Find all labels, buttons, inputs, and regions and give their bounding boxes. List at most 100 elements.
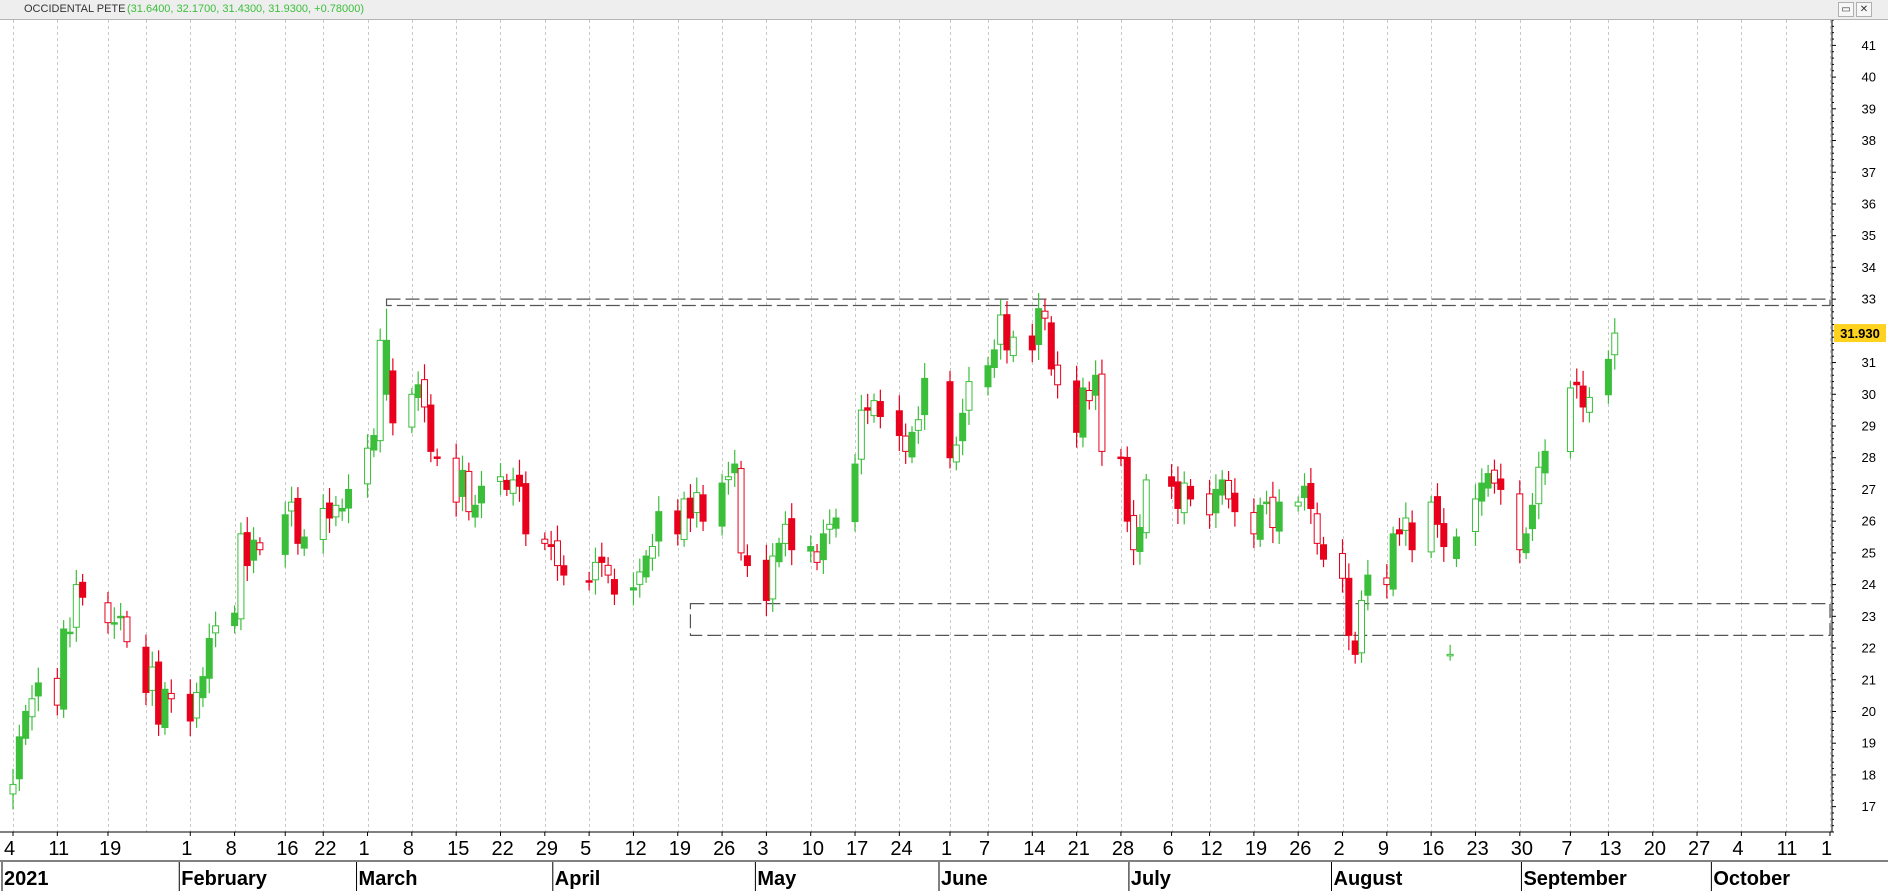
x-tick-label: 30: [1511, 838, 1533, 860]
candle-body: [946, 381, 954, 459]
candle-body: [1028, 335, 1036, 351]
x-tick-label: 3: [757, 838, 768, 860]
range-box: [385, 298, 1831, 307]
candle-body: [990, 349, 998, 368]
candle-body: [414, 384, 422, 398]
candle-body: [1433, 496, 1441, 525]
candle-body: [876, 401, 884, 417]
candle-body: [674, 510, 682, 535]
candle-body: [250, 539, 258, 561]
candle-body: [851, 463, 859, 523]
candle-body: [997, 314, 1005, 345]
candlestick-chart: 1718192021222324252627282930313233343536…: [0, 20, 1888, 891]
x-tick-label: 9: [1378, 838, 1389, 860]
candle-body: [1225, 479, 1233, 500]
candle-body: [1383, 577, 1391, 586]
candle-body: [72, 584, 80, 628]
candle-body: [1256, 504, 1264, 540]
candle-body: [781, 523, 789, 544]
y-tick-label: 34: [1862, 260, 1876, 275]
y-tick-label: 40: [1862, 70, 1876, 85]
candle-body: [857, 409, 865, 460]
candle-body: [389, 370, 397, 424]
x-tick-label: 12: [1201, 838, 1223, 860]
candle-body: [598, 556, 606, 563]
y-axis: 1718192021222324252627282930313233343536…: [1832, 20, 1876, 833]
candle-body: [319, 507, 327, 540]
candle-body: [775, 542, 783, 563]
candle-body: [1395, 529, 1403, 535]
close-window-button[interactable]: ✕: [1856, 2, 1872, 17]
month-label: July: [1131, 868, 1172, 890]
candle-body: [1566, 387, 1574, 453]
x-tick-label: 22: [314, 838, 336, 860]
candle-body: [1585, 396, 1593, 413]
candle-body: [1085, 389, 1093, 402]
y-tick-label: 27: [1862, 482, 1876, 497]
candle-body: [1035, 308, 1043, 345]
candle-body: [294, 497, 302, 544]
candle-body: [1535, 466, 1543, 505]
candle-body: [1301, 485, 1309, 499]
y-tick-label: 28: [1862, 450, 1876, 465]
candle-body: [591, 561, 599, 581]
candle-body: [1351, 640, 1359, 655]
candle-body: [338, 507, 346, 512]
candle-body: [788, 518, 796, 551]
candle-body: [1294, 501, 1302, 507]
candle-body: [1231, 492, 1239, 513]
x-axis: 4 11 19 1 8 16 22 1 8 15 22 29 5 12 19 26 3 10 17 24 1 7 14 21 2…: [1, 832, 1832, 891]
candle-body: [807, 546, 815, 552]
candle-body: [743, 555, 751, 567]
candle-body: [731, 463, 739, 474]
candle-body: [914, 419, 922, 431]
candle-body: [984, 365, 992, 388]
month-label: March: [359, 868, 418, 890]
candle-body: [155, 661, 163, 725]
candle-body: [1307, 483, 1315, 509]
window-title: OCCIDENTAL PETE: [24, 3, 126, 15]
candle-body: [459, 469, 467, 497]
candle-body: [1408, 522, 1416, 551]
candle-body: [231, 612, 239, 627]
support-resistance-boxes: [385, 298, 1831, 636]
candle-body: [1047, 322, 1055, 370]
candle-body: [1541, 450, 1549, 474]
x-tick-label: 1: [1821, 838, 1832, 860]
y-tick-label: 33: [1862, 292, 1876, 307]
y-tick-label: 17: [1862, 799, 1876, 814]
candle-body: [636, 571, 644, 585]
candle-body: [515, 474, 523, 487]
x-tick-label: 16: [1422, 838, 1444, 860]
candle-body: [610, 579, 618, 595]
candle-body: [383, 339, 391, 395]
candle-body: [22, 710, 30, 739]
candle-body: [762, 559, 770, 601]
candle-body: [452, 457, 460, 503]
candle-body: [421, 379, 429, 408]
restore-window-button[interactable]: ▭: [1838, 2, 1854, 17]
candle-body: [326, 502, 334, 519]
candle-body: [148, 666, 156, 691]
candle-body: [1079, 387, 1087, 438]
candle-body: [629, 587, 637, 591]
x-tick-label: 19: [99, 838, 121, 860]
candle-body: [553, 540, 561, 567]
candle-body: [1389, 533, 1397, 590]
x-tick-label: 8: [403, 838, 414, 860]
candle-body: [1136, 527, 1144, 552]
candle-body: [870, 400, 878, 417]
candle-body: [237, 533, 245, 620]
y-tick-label: 19: [1862, 736, 1876, 751]
candle-body: [345, 488, 353, 509]
candle-body: [819, 533, 827, 561]
candle-body: [604, 564, 612, 576]
x-tick-label: 5: [580, 838, 591, 860]
month-label: May: [757, 868, 797, 890]
candle-body: [1123, 456, 1131, 522]
y-tick-label: 18: [1862, 767, 1876, 782]
candle-body: [1345, 577, 1353, 636]
candle-body: [212, 625, 220, 634]
y-tick-label: 23: [1862, 609, 1876, 624]
ohlc-readout: (31.6400, 32.1700, 31.4300, 31.9300, +0.…: [127, 3, 365, 15]
